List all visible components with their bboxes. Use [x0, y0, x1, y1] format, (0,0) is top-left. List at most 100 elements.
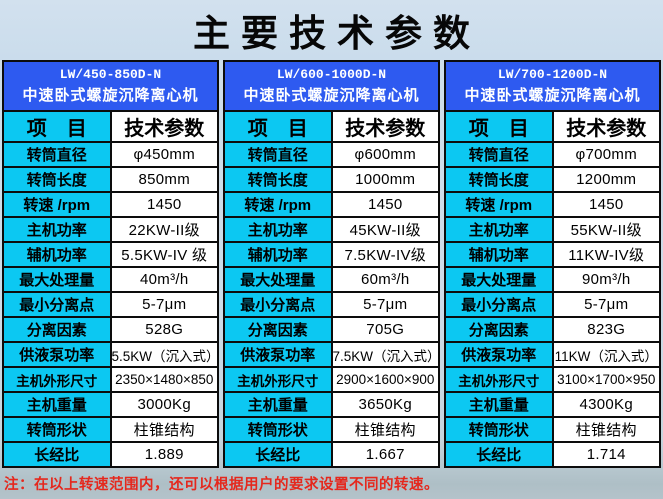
row-value: 7.5KW-IV级: [330, 241, 440, 268]
page-title: 主要技术参数: [193, 13, 481, 54]
table-row: 最小分离点 5-7μm: [223, 291, 440, 318]
table-row: 主机功率 45KW-II级: [223, 216, 440, 243]
row-value: 1450: [330, 191, 440, 218]
row-value: 1000mm: [330, 166, 440, 193]
table-row: 转筒长度 1000mm: [223, 166, 440, 193]
table-row: 主机外形尺寸 2350×1480×850: [2, 366, 219, 393]
row-value: 22KW-II级: [109, 216, 219, 243]
model-header: LW/600-1000D-N 中速卧式螺旋沉降离心机: [223, 60, 440, 112]
row-value: 11KW-IV级: [551, 241, 661, 268]
row-value: 1450: [551, 191, 661, 218]
table-row: 主机功率 55KW-II级: [444, 216, 661, 243]
row-value: 1.714: [551, 441, 661, 468]
row-label: 转筒直径: [2, 141, 112, 168]
row-value: 3100×1700×950: [551, 366, 661, 393]
row-label: 最大处理量: [223, 266, 333, 293]
row-label: 转筒直径: [223, 141, 333, 168]
row-value: 90m³/h: [551, 266, 661, 293]
row-value: 850mm: [109, 166, 219, 193]
title-bar: 主要技术参数: [0, 0, 663, 60]
table-row: 主机重量 4300Kg: [444, 391, 661, 418]
row-label: 长经比: [223, 441, 333, 468]
table-row: 转筒长度 1200mm: [444, 166, 661, 193]
table-row: 供液泵功率 11KW（沉入式）: [444, 341, 661, 368]
table-row: 长经比 1.714: [444, 441, 661, 468]
row-label: 分离因素: [223, 316, 333, 343]
footnote: 注：在以上转速范围内，还可以根据用户的要求设置不同的转速。: [4, 477, 439, 493]
row-value: 5-7μm: [551, 291, 661, 318]
row-label: 辅机功率: [444, 241, 554, 268]
row-label: 主机重量: [2, 391, 112, 418]
row-value: 4300Kg: [551, 391, 661, 418]
row-label: 最小分离点: [223, 291, 333, 318]
row-value: 55KW-II级: [551, 216, 661, 243]
row-value: φ600mm: [330, 141, 440, 168]
row-value: 1200mm: [551, 166, 661, 193]
model-description: 中速卧式螺旋沉降离心机: [464, 86, 641, 104]
row-label: 转筒直径: [444, 141, 554, 168]
table-row: 转筒形状 柱锥结构: [2, 416, 219, 443]
row-value: 5-7μm: [109, 291, 219, 318]
row-label: 最大处理量: [2, 266, 112, 293]
row-value: 1450: [109, 191, 219, 218]
table-row: 转筒长度 850mm: [2, 166, 219, 193]
row-value: 柱锥结构: [330, 416, 440, 443]
row-label: 主机重量: [223, 391, 333, 418]
table-row: 最大处理量 90m³/h: [444, 266, 661, 293]
row-label: 转筒形状: [444, 416, 554, 443]
row-label: 主机功率: [223, 216, 333, 243]
row-label: 最小分离点: [2, 291, 112, 318]
spec-table-lw450: LW/450-850D-N 中速卧式螺旋沉降离心机 项 目 技术参数 转筒直径 φ…: [2, 60, 219, 468]
table-row: 主机外形尺寸 2900×1600×900: [223, 366, 440, 393]
row-value: 1.667: [330, 441, 440, 468]
table-row: 供液泵功率 5.5KW（沉入式）: [2, 341, 219, 368]
column-header-item: 项 目: [2, 110, 112, 143]
row-label: 转速 /rpm: [444, 191, 554, 218]
row-value: 5-7μm: [330, 291, 440, 318]
model-description: 中速卧式螺旋沉降离心机: [22, 86, 199, 104]
table-row: 转速 /rpm 1450: [444, 191, 661, 218]
row-value: 3650Kg: [330, 391, 440, 418]
row-value: φ700mm: [551, 141, 661, 168]
row-label: 供液泵功率: [2, 341, 112, 368]
row-value: 7.5KW（沉入式）: [330, 341, 440, 368]
row-label: 转筒形状: [2, 416, 112, 443]
row-label: 分离因素: [444, 316, 554, 343]
row-value: 705G: [330, 316, 440, 343]
table-row: 分离因素 528G: [2, 316, 219, 343]
row-value: 3000Kg: [109, 391, 219, 418]
row-value: 柱锥结构: [109, 416, 219, 443]
table-row: 主机重量 3000Kg: [2, 391, 219, 418]
row-label: 主机重量: [444, 391, 554, 418]
row-value: 2900×1600×900: [330, 366, 440, 393]
row-label: 转筒长度: [223, 166, 333, 193]
row-label: 主机外形尺寸: [444, 366, 554, 393]
table-row: 最小分离点 5-7μm: [444, 291, 661, 318]
row-value: 2350×1480×850: [109, 366, 219, 393]
row-label: 主机外形尺寸: [2, 366, 112, 393]
row-label: 转速 /rpm: [2, 191, 112, 218]
table-row: 主机重量 3650Kg: [223, 391, 440, 418]
table-row: 长经比 1.667: [223, 441, 440, 468]
row-value: 柱锥结构: [551, 416, 661, 443]
row-label: 辅机功率: [2, 241, 112, 268]
row-label: 转速 /rpm: [223, 191, 333, 218]
model-description: 中速卧式螺旋沉降离心机: [243, 86, 420, 104]
table-row: 转筒形状 柱锥结构: [223, 416, 440, 443]
row-label: 最小分离点: [444, 291, 554, 318]
table-row: 转筒形状 柱锥结构: [444, 416, 661, 443]
row-label: 长经比: [444, 441, 554, 468]
table-row: 最小分离点 5-7μm: [2, 291, 219, 318]
row-label: 最大处理量: [444, 266, 554, 293]
row-value: 528G: [109, 316, 219, 343]
table-row: 转筒直径 φ600mm: [223, 141, 440, 168]
column-header-value: 技术参数: [109, 110, 219, 143]
row-label: 辅机功率: [223, 241, 333, 268]
table-row: 转速 /rpm 1450: [223, 191, 440, 218]
table-row: 辅机功率 7.5KW-IV级: [223, 241, 440, 268]
row-value: 5.5KW（沉入式）: [109, 341, 219, 368]
model-code: LW/450-850D-N: [59, 66, 162, 82]
row-label: 主机功率: [444, 216, 554, 243]
table-row: 供液泵功率 7.5KW（沉入式）: [223, 341, 440, 368]
model-code: LW/600-1000D-N: [276, 66, 387, 82]
